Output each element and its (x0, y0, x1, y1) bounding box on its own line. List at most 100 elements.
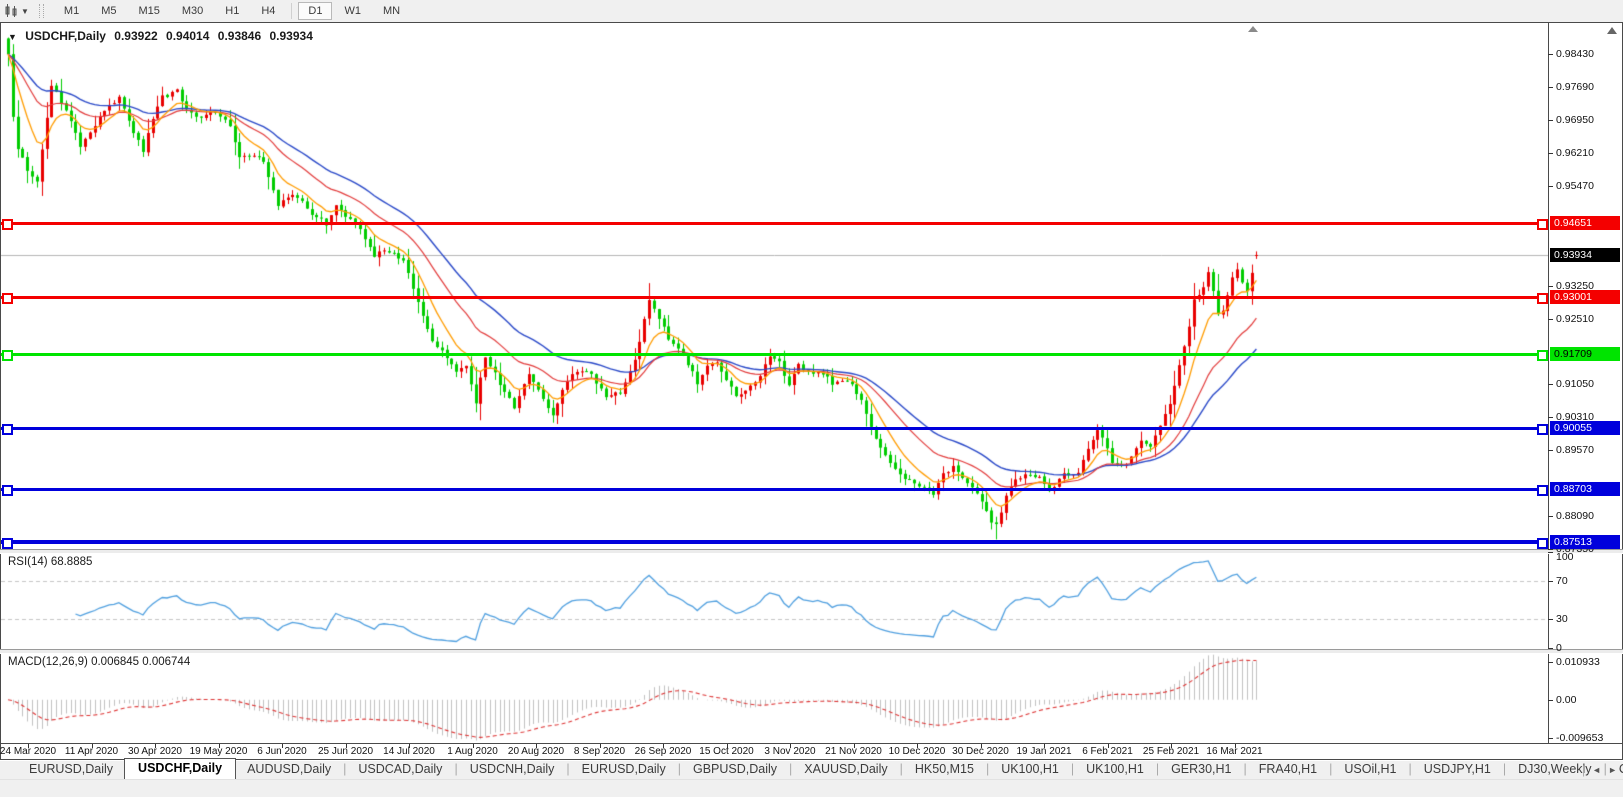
rsi-indicator-canvas[interactable] (1, 552, 1548, 648)
tab-scroll-controls: | ◄ ► (1582, 763, 1617, 777)
chart-tab-usdcad[interactable]: USDCAD,Daily (358, 762, 443, 776)
tab-separator: | (1329, 762, 1333, 776)
rsi-label: RSI(14) 68.8885 (8, 556, 93, 568)
horizontal-level-line[interactable] (1, 222, 1548, 225)
timeframe-button-d1[interactable]: D1 (298, 2, 333, 20)
horizontal-level-line[interactable] (1, 488, 1548, 491)
price-axis-label: 0.95470 (1556, 180, 1594, 193)
line-handle-right[interactable] (1537, 219, 1548, 230)
tab-scroll-right-icon[interactable]: ► (1608, 765, 1617, 775)
chart-type-dropdown-caret[interactable]: ▼ (21, 6, 29, 16)
date-axis-label: 15 Oct 2020 (699, 746, 754, 757)
chart-tab-xauusd[interactable]: XAUUSD,Daily (804, 762, 888, 776)
date-axis-tick (473, 744, 474, 748)
rsi-axis-label: 0 (1556, 642, 1562, 654)
price-axis-tick (1548, 186, 1553, 187)
ohlc-close: 0.93934 (269, 29, 313, 43)
tab-separator: | (1408, 762, 1412, 776)
horizontal-level-line[interactable] (1, 296, 1548, 299)
timeframe-button-m30[interactable]: M30 (181, 5, 204, 17)
tab-separator: | (454, 762, 458, 776)
chart-type-icon[interactable] (4, 4, 19, 18)
rsi-axis-tick (1548, 552, 1553, 553)
timeframe-button-h1[interactable]: H1 (225, 5, 240, 17)
chart-tab-hk50[interactable]: HK50,M15 (914, 762, 974, 776)
toolbar-separator (291, 3, 293, 19)
tab-scroll-separator: | (1582, 763, 1586, 777)
date-axis-tick (600, 744, 601, 748)
line-handle-left[interactable] (2, 424, 13, 435)
current-price-badge: 0.93934 (1550, 248, 1620, 262)
macd-panel-splitter[interactable] (0, 649, 1623, 654)
macd-axis-zero: 0.00 (1556, 693, 1577, 706)
price-axis-label: 0.97690 (1556, 81, 1594, 94)
chart-tab-audusd[interactable]: AUDUSD,Daily (247, 762, 332, 776)
line-handle-left[interactable] (2, 538, 13, 549)
date-axis-label: 16 Mar 2021 (1206, 746, 1263, 757)
price-chart-canvas[interactable] (1, 23, 1548, 549)
timeframe-button-w1[interactable]: W1 (344, 5, 361, 17)
timeframe-button-m15[interactable]: M15 (138, 5, 160, 17)
price-axis-label: 0.88090 (1556, 510, 1594, 523)
date-axis-label: 19 May 2020 (189, 746, 248, 757)
chart-tab-fra40[interactable]: FRA40,H1 (1258, 762, 1318, 776)
price-axis-label: 0.93250 (1556, 279, 1594, 292)
chart-tab-uk100[interactable]: UK100,H1 (1001, 762, 1059, 776)
ohlc-open: 0.93922 (114, 29, 158, 43)
date-axis-label: 3 Nov 2020 (764, 746, 816, 757)
chart-tab-usdjpy[interactable]: USDJPY,H1 (1423, 762, 1491, 776)
line-handle-right[interactable] (1537, 293, 1548, 304)
level-price-badge: 0.88703 (1550, 482, 1620, 496)
timeframe-button-m1[interactable]: M1 (63, 5, 80, 17)
price-axis-border (1548, 23, 1549, 744)
line-handle-left[interactable] (2, 350, 13, 361)
date-axis-tick (28, 744, 29, 748)
date-axis-label: 11 Apr 2020 (64, 746, 119, 757)
price-axis-tick (1548, 417, 1553, 418)
price-axis-tick (1548, 384, 1553, 385)
chart-tab-gbpusd[interactable]: GBPUSD,Daily (692, 762, 778, 776)
timeframe-button-h4[interactable]: H4 (261, 5, 276, 17)
date-axis-label: 6 Feb 2021 (1082, 746, 1133, 757)
horizontal-level-line[interactable] (1, 353, 1548, 356)
rsi-panel-splitter[interactable] (0, 549, 1623, 554)
tab-separator: | (985, 762, 990, 776)
rsi-axis-label: 100 (1556, 551, 1574, 563)
symbol-dropdown-icon[interactable]: ▼ (8, 32, 17, 42)
price-axis-label: 0.96210 (1556, 147, 1594, 160)
line-handle-right[interactable] (1537, 538, 1548, 549)
line-handle-left[interactable] (2, 485, 13, 496)
chart-tab-ger30[interactable]: GER30,H1 (1171, 762, 1232, 776)
timeframe-button-mn[interactable]: MN (382, 5, 401, 17)
date-axis-tick (663, 744, 664, 748)
line-handle-left[interactable] (2, 293, 13, 304)
chart-tab-eurusd[interactable]: EURUSD,Daily (29, 762, 114, 776)
level-price-badge: 0.87513 (1550, 535, 1620, 549)
line-handle-right[interactable] (1537, 424, 1548, 435)
line-handle-right[interactable] (1537, 350, 1548, 361)
date-axis-label: 30 Apr 2020 (128, 746, 182, 757)
date-axis-tick (1235, 744, 1236, 748)
horizontal-level-line[interactable] (1, 427, 1548, 430)
price-axis-label: 0.91050 (1556, 377, 1594, 390)
timeframe-toolbar: ▼ M1 M5 M15 M30 H1 H4 D1 W1 MN (0, 0, 1623, 23)
tab-scroll-left-icon[interactable]: ◄ (1592, 765, 1602, 775)
chart-tab-usdchf[interactable]: USDCHF,Daily (124, 758, 237, 779)
chart-tab-dj30[interactable]: DJ30,Weekly (1518, 762, 1592, 776)
rsi-axis-tick (1548, 648, 1553, 649)
chart-tab-usdcnh[interactable]: USDCNH,Daily (469, 762, 555, 776)
chart-tab-usoil[interactable]: USOil,H1 (1344, 762, 1397, 776)
chart-tab-china300[interactable]: CHINA300,H1 (1608, 760, 1623, 779)
line-handle-left[interactable] (2, 219, 13, 230)
toolbar-grip[interactable] (38, 4, 44, 18)
line-handle-right[interactable] (1537, 485, 1548, 496)
chart-tab-uk100[interactable]: UK100,H1 (1086, 762, 1144, 776)
macd-indicator-canvas[interactable] (1, 652, 1548, 743)
chart-tab-eurusd[interactable]: EURUSD,Daily (581, 762, 666, 776)
timeframe-button-m5[interactable]: M5 (101, 5, 117, 17)
macd-axis-zero-tick (1548, 700, 1553, 701)
date-axis-tick (409, 744, 410, 748)
scroll-up-marker[interactable] (1607, 27, 1617, 34)
horizontal-level-line[interactable] (1, 540, 1548, 544)
chart-shift-marker[interactable] (1248, 26, 1258, 32)
